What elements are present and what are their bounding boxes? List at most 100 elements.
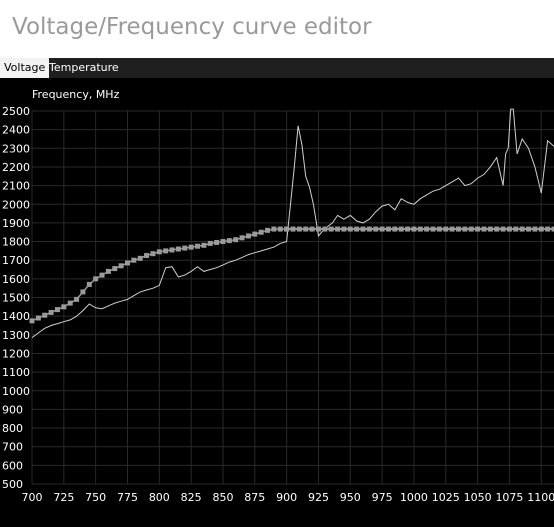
x-tick-label: 875: [244, 491, 265, 504]
vf-curve-point[interactable]: [258, 229, 264, 235]
vf-curve-point[interactable]: [150, 251, 156, 257]
vf-curve-point[interactable]: [424, 226, 430, 232]
vf-curve-point[interactable]: [392, 226, 398, 232]
vf-curve-point[interactable]: [118, 263, 124, 269]
vf-curve-point[interactable]: [526, 226, 532, 232]
vf-curve-point[interactable]: [341, 226, 347, 232]
vf-curve-point[interactable]: [271, 226, 277, 232]
vf-curve-point[interactable]: [430, 226, 436, 232]
window-title: Voltage/Frequency curve editor: [12, 14, 372, 40]
vf-curve-point[interactable]: [468, 226, 474, 232]
vf-curve-point[interactable]: [462, 226, 468, 232]
chart-series[interactable]: [29, 108, 554, 339]
vf-curve-point[interactable]: [417, 226, 423, 232]
vf-curve-point[interactable]: [239, 235, 245, 241]
title-bar: Voltage/Frequency curve editor: [0, 0, 554, 58]
vf-curve-point[interactable]: [61, 304, 67, 310]
vf-curve-point[interactable]: [74, 296, 80, 302]
vf-curve-point[interactable]: [335, 226, 341, 232]
vf-curve-point[interactable]: [35, 315, 41, 321]
vf-curve-point[interactable]: [245, 233, 251, 239]
vf-curve-point[interactable]: [373, 226, 379, 232]
vf-curve-point[interactable]: [411, 226, 417, 232]
vf-curve-point[interactable]: [494, 226, 500, 232]
y-tick-label: 1900: [2, 217, 30, 230]
y-tick-label: 600: [2, 459, 23, 472]
vf-curve-point[interactable]: [296, 226, 302, 232]
vf-curve-point[interactable]: [315, 226, 321, 232]
vf-curve-point[interactable]: [188, 244, 194, 250]
vf-curve-point[interactable]: [54, 307, 60, 313]
vf-curve-point[interactable]: [163, 248, 169, 254]
vf-curve-point[interactable]: [519, 226, 525, 232]
vf-curve-point[interactable]: [487, 226, 493, 232]
vf-curve-point[interactable]: [309, 226, 315, 232]
x-tick-label: 700: [22, 491, 43, 504]
vf-curve-point[interactable]: [551, 226, 554, 232]
vf-curve-point[interactable]: [182, 245, 188, 251]
y-tick-label: 700: [2, 441, 23, 454]
vf-curve-point[interactable]: [169, 247, 175, 253]
vf-curve-point[interactable]: [144, 253, 150, 259]
y-tick-label: 1300: [2, 329, 30, 342]
vf-curve-point[interactable]: [86, 281, 92, 287]
vf-curve-point[interactable]: [80, 289, 86, 295]
vf-curve-point[interactable]: [436, 226, 442, 232]
vf-curve-point[interactable]: [366, 226, 372, 232]
vf-curve-point[interactable]: [201, 242, 207, 248]
vf-curve-point[interactable]: [48, 309, 54, 315]
vf-curve-point[interactable]: [354, 226, 360, 232]
vf-curve-point[interactable]: [405, 226, 411, 232]
vf-curve-point[interactable]: [207, 240, 213, 246]
vf-curve-point[interactable]: [347, 226, 353, 232]
vf-curve-point[interactable]: [290, 226, 296, 232]
vf-curve-point[interactable]: [398, 226, 404, 232]
vf-curve-point[interactable]: [284, 226, 290, 232]
vf-curve-point[interactable]: [545, 226, 551, 232]
y-tick-label: 1400: [2, 310, 30, 323]
vf-curve-point[interactable]: [42, 312, 48, 318]
vf-curve-point[interactable]: [385, 226, 391, 232]
vf-curve-point[interactable]: [252, 231, 258, 237]
tab-voltage[interactable]: Voltage: [0, 58, 50, 78]
y-tick-label: 800: [2, 422, 23, 435]
vf-curve-point[interactable]: [456, 226, 462, 232]
vf-curve-point[interactable]: [156, 249, 162, 255]
tab-temperature[interactable]: Temperature: [49, 61, 119, 74]
vf-curve-point[interactable]: [105, 268, 111, 274]
vf-curve-point[interactable]: [226, 238, 232, 244]
vf-curve-point[interactable]: [195, 243, 201, 249]
vf-curve-point[interactable]: [137, 255, 143, 261]
vf-curve-point[interactable]: [379, 226, 385, 232]
vf-curve-point[interactable]: [303, 226, 309, 232]
x-tick-label: 850: [212, 491, 233, 504]
vf-curve-point[interactable]: [29, 318, 35, 324]
vf-curve-point[interactable]: [233, 237, 239, 243]
vf-curve-point[interactable]: [500, 226, 506, 232]
vf-curve-point[interactable]: [265, 227, 271, 233]
vf-curve-point[interactable]: [112, 266, 118, 272]
vf-curve-point[interactable]: [220, 239, 226, 245]
vf-curve-point[interactable]: [214, 239, 220, 245]
vf-curve-point[interactable]: [124, 260, 130, 266]
vf-curve-point[interactable]: [328, 226, 334, 232]
vf-curve-point[interactable]: [475, 226, 481, 232]
vf-curve-point[interactable]: [449, 226, 455, 232]
vf-curve-point[interactable]: [443, 226, 449, 232]
vf-curve-point[interactable]: [93, 276, 99, 282]
x-tick-label: 775: [117, 491, 138, 504]
vf-curve-point[interactable]: [532, 226, 538, 232]
vf-curve-point[interactable]: [67, 300, 73, 306]
vf-curve-point[interactable]: [481, 226, 487, 232]
vf-curve-point[interactable]: [513, 226, 519, 232]
vf-curve-chart[interactable]: 500 600 700 800 900 1000 1100 1200 1300 1400 1500 1…: [0, 78, 554, 527]
vf-curve-point[interactable]: [322, 226, 328, 232]
vf-curve-point[interactable]: [131, 257, 137, 263]
vf-curve-point[interactable]: [360, 226, 366, 232]
vf-curve-point[interactable]: [538, 226, 544, 232]
vf-curve-point[interactable]: [506, 226, 512, 232]
vf-curve-point[interactable]: [277, 226, 283, 232]
chart-area[interactable]: [0, 78, 554, 527]
vf-curve-point[interactable]: [99, 272, 105, 278]
vf-curve-point[interactable]: [175, 246, 181, 252]
